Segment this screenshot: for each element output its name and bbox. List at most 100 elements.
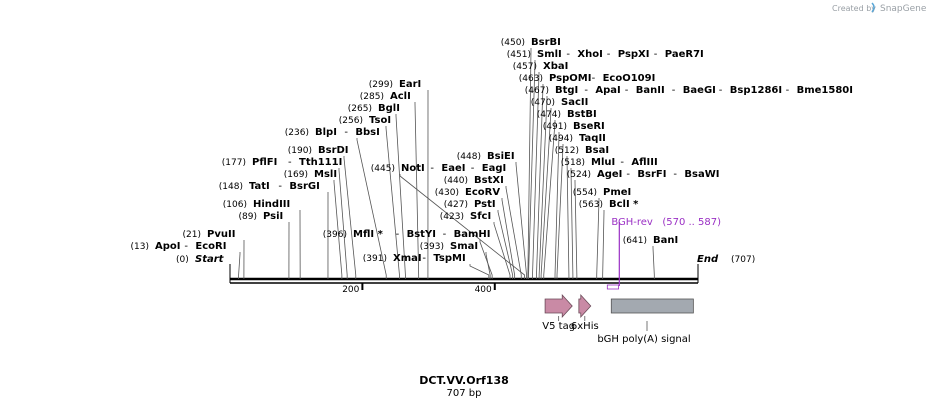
end-pos: (707) bbox=[731, 255, 755, 265]
enzyme-enzymes_mid-8-name: BsiEI bbox=[487, 151, 515, 162]
enzyme-enzymes_left-8-position: (236) bbox=[285, 128, 309, 138]
enzyme-enzymes_mid-1-name: BamHI bbox=[454, 229, 491, 240]
enzyme-enzymes_right-5-name: SacII bbox=[561, 97, 588, 108]
enzyme-enzymes_mid-5-name: EcoRV bbox=[465, 187, 500, 198]
enzyme-enzymes_left-11-position: (285) bbox=[360, 92, 384, 102]
enzyme-enzymes_right-9-name: BsaI bbox=[585, 145, 609, 156]
enzyme-enzymes_right-1-name: SmlI bbox=[537, 49, 562, 60]
scale-tick-label: 200 bbox=[342, 285, 359, 295]
enzyme-enzymes_left-9-name: TsoI bbox=[369, 115, 391, 126]
enzyme-enzymes_right-1-position: (451) bbox=[507, 50, 531, 60]
enzyme-enzymes_right-4-name: BanII bbox=[636, 85, 665, 96]
enzyme-enzymes_left-8-name: BlpI bbox=[315, 127, 337, 138]
enzyme-enzymes_right-1-separator: - bbox=[654, 49, 658, 60]
enzyme-enzymes_mid-6-position: (440) bbox=[444, 176, 468, 186]
enzyme-enzymes_left-3-name: HindIII bbox=[253, 199, 290, 210]
primer-name: BGH-rev bbox=[611, 217, 653, 228]
enzyme-enzymes_left-4-separator: - bbox=[278, 181, 282, 192]
enzyme-enzymes_right-10-position: (518) bbox=[561, 158, 585, 168]
primer-range: (570 .. 587) bbox=[662, 217, 721, 228]
enzyme-enzymes_mid-7-name: EaeI bbox=[441, 163, 465, 174]
sequence-name: DCT.VV.Orf138 bbox=[419, 374, 509, 387]
enzyme-enzymes_mid-3-position: (423) bbox=[440, 212, 464, 222]
enzyme-enzymes_left-8-name: BbsI bbox=[355, 127, 379, 138]
enzyme-enzymes_right-4-separator: - bbox=[625, 85, 629, 96]
enzyme-enzymes_left-0-name: ApoI bbox=[155, 241, 181, 252]
enzyme-enzymes_right-4-name: Bsp1286I bbox=[730, 85, 782, 96]
enzyme-enzymes_mid-1-separator: - bbox=[443, 229, 447, 240]
enzyme-enzymes_right-13-position: (563) bbox=[579, 200, 603, 210]
enzyme-enzymes_right-11-separator: - bbox=[626, 169, 630, 180]
feature-arrow-1 bbox=[579, 295, 591, 317]
enzyme-labels: (13)ApoI-EcoRI(21)PvuII(89)PsiI(106)Hind… bbox=[131, 37, 853, 264]
enzyme-enzymes_right-9-position: (512) bbox=[555, 146, 579, 156]
enzyme-enzymes_left-6-name: Tth111I bbox=[299, 157, 342, 168]
enzyme-enzymes_right-3-separator: - bbox=[592, 73, 596, 84]
enzyme-enzymes_right-2-name: XbaI bbox=[543, 61, 568, 72]
enzyme-enzymes_left-12-name: EarI bbox=[399, 79, 421, 90]
enzyme-enzymes_left-0-position: (13) bbox=[131, 242, 149, 252]
enzyme-enzymes_right-10-separator: - bbox=[620, 157, 624, 168]
enzyme-enzymes_right-13-leader bbox=[603, 210, 604, 279]
enzyme-enzymes_mid-7-separator: - bbox=[471, 163, 475, 174]
enzyme-enzymes_left-4-name: BsrGI bbox=[289, 181, 319, 192]
enzyme-enzymes_right-4-position: (467) bbox=[525, 86, 549, 96]
feature-arrow-0 bbox=[545, 295, 572, 317]
sequence-length: 707 bp bbox=[447, 388, 482, 399]
enzyme-enzymes_left-4-position: (148) bbox=[219, 182, 243, 192]
enzyme-enzymes_right-4-name: Bme1580I bbox=[797, 85, 853, 96]
enzyme-enzymes_right-7-name: BseRI bbox=[573, 121, 605, 132]
start-pos: (0) bbox=[176, 255, 189, 265]
credit-text: Created by bbox=[832, 4, 876, 13]
enzyme-enzymes_right-11-name: AgeI bbox=[597, 169, 622, 180]
enzyme-enzymes_right-14-leader bbox=[653, 246, 654, 279]
enzyme-enzymes_right-10-name: MluI bbox=[591, 157, 615, 168]
enzyme-enzymes_mid-8-leader bbox=[516, 162, 527, 279]
enzyme-enzymes_right-6-position: (474) bbox=[537, 110, 561, 120]
enzyme-enzymes_mid-0-leader bbox=[470, 264, 489, 279]
enzyme-enzymes_mid-0-name: XmaI bbox=[393, 253, 422, 264]
enzyme-enzymes_mid-8-position: (448) bbox=[457, 152, 481, 162]
enzyme-enzymes_left-4-name: TatI bbox=[249, 181, 270, 192]
enzyme-enzymes_right-4-separator: - bbox=[719, 85, 723, 96]
enzyme-enzymes_right-0-position: (450) bbox=[501, 38, 525, 48]
enzyme-enzymes_mid-0-separator: - bbox=[422, 253, 426, 264]
enzyme-enzymes_right-1-separator: - bbox=[607, 49, 611, 60]
enzyme-enzymes_mid-3-name: SfcI bbox=[470, 211, 491, 222]
enzyme-enzymes_left-6-name: PflFI bbox=[252, 157, 277, 168]
enzyme-enzymes_right-12-position: (554) bbox=[573, 188, 597, 198]
enzyme-enzymes_mid-1-leader bbox=[480, 240, 492, 279]
enzyme-enzymes_right-4-name: ApaI bbox=[595, 85, 620, 96]
enzyme-enzymes_right-4-separator: - bbox=[672, 85, 676, 96]
enzyme-enzymes_right-10-name: AflIII bbox=[631, 157, 657, 168]
enzyme-enzymes_right-4-name: BtgI bbox=[555, 85, 578, 96]
enzyme-enzymes_left-7-position: (190) bbox=[288, 146, 312, 156]
enzyme-enzymes_mid-4-position: (427) bbox=[444, 200, 468, 210]
scale-ticks: 200 400 bbox=[342, 283, 495, 295]
enzyme-enzymes_left-6-separator: - bbox=[288, 157, 292, 168]
enzyme-enzymes_mid-4-name: PstI bbox=[474, 199, 496, 210]
enzyme-enzymes_right-3-name: EcoO109I bbox=[603, 73, 656, 84]
enzyme-enzymes_right-11-name: BsaWI bbox=[684, 169, 719, 180]
enzyme-enzymes_left-10-name: BglI bbox=[378, 103, 400, 114]
scale-tick-label: 400 bbox=[475, 285, 492, 295]
enzyme-enzymes_right-13-name: BclI * bbox=[609, 199, 639, 210]
enzyme-enzymes_left-0-leader bbox=[239, 252, 240, 279]
enzyme-enzymes_mid-7-name: EagI bbox=[482, 163, 506, 174]
enzyme-enzymes_mid-0-name: TspMI bbox=[433, 253, 465, 264]
enzyme-enzymes_mid-6-name: BstXI bbox=[474, 175, 504, 186]
start-label: Start bbox=[195, 254, 225, 265]
enzyme-enzymes_right-11-separator: - bbox=[673, 169, 677, 180]
enzyme-enzymes_right-3-name: PspOMI bbox=[549, 73, 591, 84]
enzyme-enzymes_left-5-name: MslI bbox=[314, 169, 337, 180]
enzyme-enzymes_right-4-separator: - bbox=[786, 85, 790, 96]
enzyme-enzymes_right-5-position: (470) bbox=[531, 98, 555, 108]
feature-label-1: 6xHis bbox=[571, 321, 599, 332]
enzyme-enzymes_right-8-name: TaqII bbox=[579, 133, 606, 144]
enzyme-enzymes_right-11-position: (524) bbox=[567, 170, 591, 180]
primer-bar bbox=[607, 285, 618, 289]
enzyme-enzymes_left-10-position: (265) bbox=[348, 104, 372, 114]
enzyme-enzymes_left-0-separator: - bbox=[184, 241, 188, 252]
enzyme-enzymes_mid-5-position: (430) bbox=[435, 188, 459, 198]
enzyme-enzymes_right-1-name: PspXI bbox=[618, 49, 650, 60]
